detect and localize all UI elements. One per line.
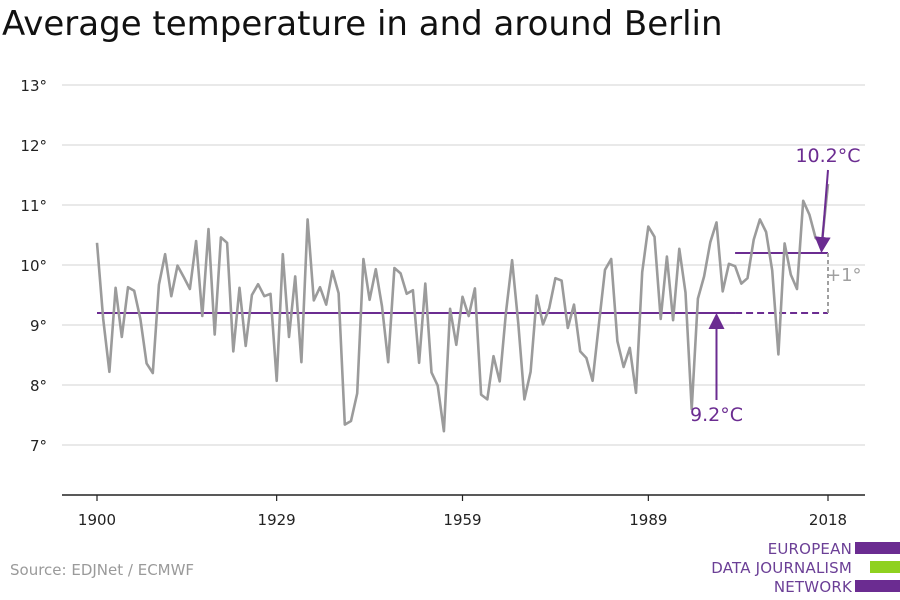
grid-lines: [62, 84, 865, 446]
edjnet-logo: EUROPEAN DATA JOURNALISM NETWORK: [700, 538, 900, 600]
x-tick-label: 1959: [443, 511, 481, 529]
source-note: Source: EDJNet / ECMWF: [10, 561, 195, 579]
y-tick-labels: 7° 8° 9° 10° 11° 12° 13°: [20, 77, 47, 455]
baseline-label: 9.2°C: [690, 404, 743, 426]
logo-line-3: NETWORK: [773, 578, 852, 596]
x-tick-label: 1929: [258, 511, 296, 529]
logo-bar-green: [870, 561, 900, 573]
x-tick-label: 1989: [629, 511, 667, 529]
logo-line-2: DATA JOURNALISM: [711, 559, 852, 577]
y-tick-label: 10°: [20, 257, 47, 275]
x-tick-label: 2018: [809, 511, 847, 529]
delta-label: +1°: [826, 265, 862, 286]
y-tick-label: 13°: [20, 77, 47, 95]
recent-label: 10.2°C: [795, 145, 860, 167]
logo-bar-purple-top: [855, 542, 900, 554]
y-tick-label: 9°: [30, 317, 47, 335]
logo-line-1: EUROPEAN: [767, 540, 852, 558]
page-title: Average temperature in and around Berlin: [2, 4, 723, 44]
y-tick-label: 12°: [20, 137, 47, 155]
y-tick-label: 7°: [30, 437, 47, 455]
recent-arrow: [814, 169, 831, 253]
x-tick-label: 1900: [78, 511, 116, 529]
logo-bar-purple-bottom: [855, 580, 900, 592]
temperature-series-line: [95, 183, 830, 433]
y-tick-label: 8°: [30, 377, 47, 395]
y-tick-label: 11°: [20, 197, 47, 215]
x-tick-labels: 1900 1929 1959 1989 2018: [78, 495, 847, 529]
annotations: 9.2°C 10.2°C +1°: [690, 145, 862, 426]
